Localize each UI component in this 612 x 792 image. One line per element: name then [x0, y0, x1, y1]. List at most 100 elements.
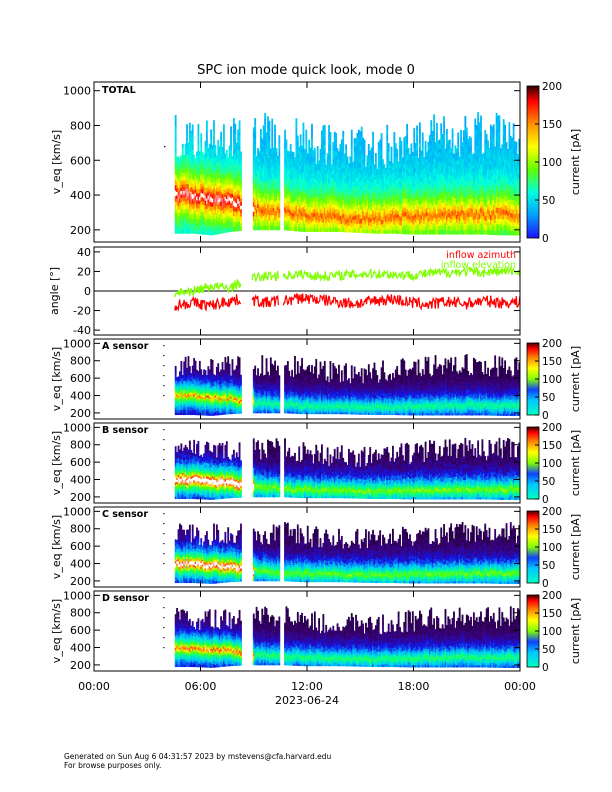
heatmap-cell: [224, 185, 227, 190]
heatmap-cell: [480, 180, 482, 187]
heatmap-cell: [485, 165, 488, 171]
heatmap-cell: [414, 146, 417, 152]
heatmap-cell: [369, 203, 372, 208]
heatmap-cell: [215, 226, 218, 231]
heatmap-cell: [302, 157, 305, 163]
heatmap-cell: [336, 205, 339, 210]
heatmap-cell: [411, 181, 414, 187]
heatmap-cell: [348, 166, 350, 170]
heatmap-cell: [509, 162, 512, 168]
heatmap-cell: [436, 213, 438, 220]
heatmap-cell: [188, 183, 191, 189]
heatmap-cell: [382, 165, 384, 170]
heatmap-cell: [336, 186, 339, 191]
heatmap-cell: [348, 172, 350, 176]
heatmap-cell: [338, 213, 340, 218]
heatmap-cell: [474, 160, 477, 167]
heatmap-cell: [237, 221, 240, 227]
heatmap-cell: [186, 129, 188, 135]
heatmap-cell: [343, 224, 346, 229]
heatmap-cell: [498, 142, 501, 149]
heatmap-cell: [492, 129, 495, 135]
heatmap-cell: [271, 169, 274, 175]
heatmap-cell: [410, 164, 413, 169]
heatmap-cell: [291, 208, 294, 213]
heatmap-cell: [414, 225, 417, 231]
heatmap-cell: [370, 147, 373, 152]
heatmap-cell: [203, 157, 205, 162]
heatmap-cell: [217, 139, 220, 145]
heatmap-cell: [411, 166, 414, 172]
heatmap-cell: [482, 178, 485, 183]
heatmap-cell: [294, 180, 296, 185]
heatmap-cell: [325, 207, 328, 211]
heatmap-cell: [238, 205, 241, 212]
heatmap-cell: [365, 196, 367, 201]
heatmap-cell: [252, 131, 255, 138]
heatmap-cell: [419, 218, 421, 225]
heatmap-cell: [255, 196, 258, 201]
heatmap-cell: [464, 180, 467, 187]
heatmap-cell: [184, 217, 187, 222]
heatmap-cell: [191, 149, 194, 155]
heatmap-cell: [389, 223, 391, 228]
heatmap-cell: [328, 125, 330, 131]
heatmap-cell: [461, 146, 464, 152]
heatmap-cell: [491, 151, 494, 157]
heatmap-cell: [333, 177, 336, 183]
heatmap-cell: [309, 178, 312, 183]
heatmap-cell: [366, 165, 369, 170]
heatmap-cell: [220, 196, 223, 202]
heatmap-cell: [460, 177, 462, 183]
heatmap-cell: [461, 192, 464, 197]
heatmap-cell: [407, 206, 410, 211]
heatmap-cell: [214, 193, 217, 199]
heatmap-cell: [424, 187, 427, 193]
heatmap-cell: [427, 221, 430, 227]
heatmap-cell: [365, 187, 367, 192]
heatmap-cell: [465, 195, 468, 201]
heatmap-cell: [288, 165, 291, 170]
heatmap-cell: [389, 167, 391, 172]
heatmap-cell: [268, 195, 271, 201]
heatmap-cell: [177, 156, 180, 161]
heatmap-cell: [215, 201, 218, 206]
heatmap-cell: [495, 146, 498, 153]
heatmap-cell: [447, 157, 450, 163]
heatmap-cell: [440, 158, 443, 164]
heatmap-cell: [389, 184, 391, 188]
heatmap-cell: [477, 200, 480, 207]
heatmap-cell: [292, 173, 295, 178]
heatmap-cell: [207, 187, 210, 192]
heatmap-cell: [499, 191, 502, 196]
heatmap-cell: [350, 148, 353, 154]
heatmap-cell: [511, 177, 514, 183]
heatmap-cell: [301, 208, 303, 213]
heatmap-cell: [485, 188, 488, 194]
heatmap-cell: [407, 202, 410, 208]
heatmap-cell: [454, 193, 457, 199]
heatmap-cell: [416, 130, 418, 136]
heatmap-cell: [366, 204, 369, 209]
heatmap-cell: [392, 220, 394, 225]
heatmap-cell: [413, 214, 416, 221]
heatmap-cell: [299, 209, 302, 215]
heatmap-cell: [237, 180, 240, 186]
heatmap-cell: [460, 196, 462, 202]
heatmap-cell: [475, 144, 478, 151]
heatmap-cell: [392, 188, 394, 193]
heatmap-cell: [291, 155, 294, 160]
heatmap-cell: [454, 157, 457, 162]
heatmap-cell: [309, 159, 312, 164]
heatmap-cell: [481, 201, 484, 206]
heatmap-cell: [326, 206, 329, 211]
heatmap-cell: [258, 226, 261, 231]
heatmap-cell: [501, 202, 504, 207]
heatmap-cell: [357, 176, 360, 182]
heatmap-cell: [350, 157, 353, 163]
heatmap-cell: [295, 220, 298, 227]
heatmap-cell: [255, 192, 258, 197]
heatmap-cell: [184, 196, 187, 202]
heatmap-cell: [505, 218, 508, 223]
heatmap-cell: [502, 140, 505, 146]
